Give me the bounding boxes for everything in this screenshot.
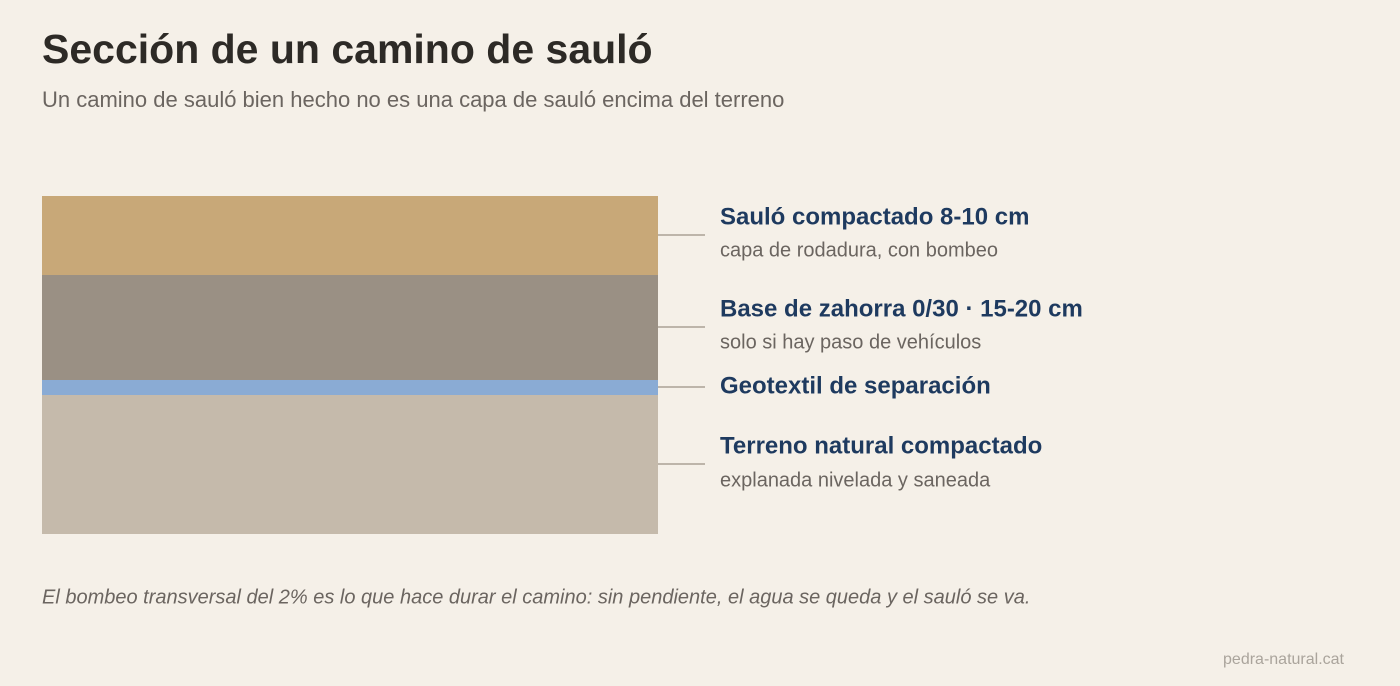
subtitle: Un camino de sauló bien hecho no es una … (42, 87, 784, 112)
layer-sublabel: explanada nivelada y saneada (720, 469, 991, 491)
layer-sublabel: solo si hay paso de vehículos (720, 331, 981, 353)
layer-label: Geotextil de separación (720, 372, 991, 399)
layer-label: Base de zahorra 0/30 · 15-20 cm (720, 295, 1083, 322)
layer-zahorra (42, 275, 658, 380)
layer-saulo (42, 196, 658, 275)
layer-geotextil (42, 380, 658, 395)
layer-terreno (42, 395, 658, 534)
credit: pedra-natural.cat (1223, 651, 1345, 668)
layer-sublabel: capa de rodadura, con bombeo (720, 239, 998, 261)
title: Sección de un camino de sauló (42, 26, 653, 72)
layer-label: Sauló compactado 8-10 cm (720, 203, 1029, 230)
note: El bombeo transversal del 2% es lo que h… (42, 586, 1030, 608)
layer-label: Terreno natural compactado (720, 432, 1042, 459)
